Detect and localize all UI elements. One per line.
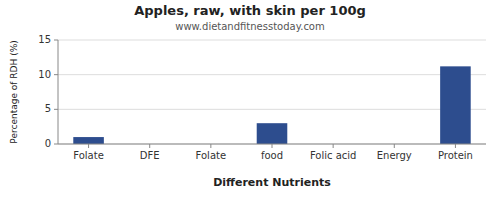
bar <box>440 66 471 144</box>
y-tick <box>54 74 58 75</box>
x-tick-label: Energy <box>377 150 412 161</box>
y-axis-line <box>58 40 59 144</box>
bars <box>73 66 470 144</box>
subtitle: www.dietandfitnesstoday.com <box>175 21 324 32</box>
grid <box>58 40 486 144</box>
y-tick-label: 5 <box>45 103 51 114</box>
y-tick <box>54 40 58 41</box>
x-tick <box>272 144 273 148</box>
x-tick-label: Protein <box>438 150 473 161</box>
y-tick-label: 0 <box>45 138 51 149</box>
x-tick-label: Folate <box>196 150 227 161</box>
x-tick-label: food <box>261 150 283 161</box>
x-tick <box>210 144 211 148</box>
grid-line <box>58 74 486 75</box>
x-axis-label: Different Nutrients <box>213 176 331 189</box>
bar <box>257 123 288 144</box>
chart-svg: 0 5 10 15 Folate DFE Folate food Folic acid Energ… <box>0 0 500 200</box>
bar <box>73 137 104 144</box>
y-axis-label: Percentage of RDH (%) <box>9 40 19 143</box>
title: Apples, raw, with skin per 100g <box>134 3 366 18</box>
chart-container: 0 5 10 15 Folate DFE Folate food Folic acid Energ… <box>0 0 500 200</box>
x-tick <box>455 144 456 148</box>
x-tick <box>394 144 395 148</box>
x-tick <box>88 144 89 148</box>
y-tick-label: 15 <box>38 34 51 45</box>
x-tick-label: Folate <box>73 150 104 161</box>
y-tick-label: 10 <box>38 69 51 80</box>
x-tick-label: DFE <box>140 150 160 161</box>
grid-line <box>58 40 486 41</box>
grid-line <box>58 109 486 110</box>
x-tick-label: Folic acid <box>310 150 357 161</box>
y-tick <box>54 144 58 145</box>
x-tick <box>149 144 150 148</box>
x-tick <box>333 144 334 148</box>
y-tick <box>54 109 58 110</box>
